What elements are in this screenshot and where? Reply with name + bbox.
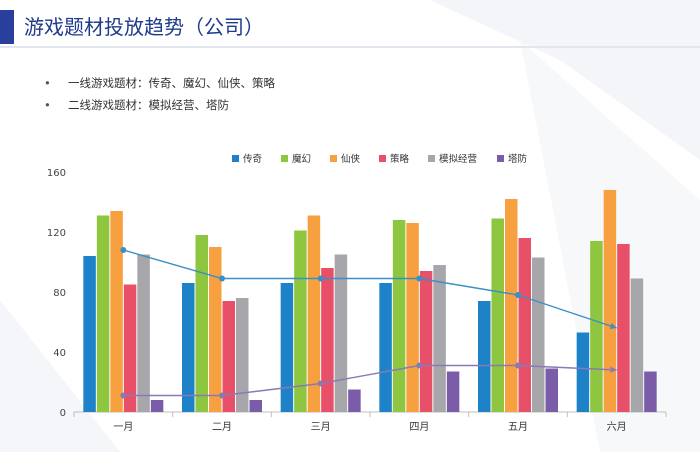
legend-swatch-0 [232, 155, 239, 162]
trend-point-0-3 [416, 275, 423, 282]
bar-策略-一月 [123, 284, 137, 412]
bar-塔防-五月 [545, 368, 558, 412]
x-tick-label-5: 六月 [607, 421, 627, 433]
bar-模拟经营-六月 [630, 278, 644, 412]
bar-仙侠-五月 [505, 199, 518, 412]
bullet-list: 一线游戏题材：传奇、魔幻、仙侠、策略 二线游戏题材：模拟经营、塔防 [44, 72, 275, 116]
legend-label-5: 塔防 [508, 153, 528, 165]
bar-传奇-二月 [182, 283, 195, 412]
trend-point-1-1 [219, 392, 225, 399]
bar-仙侠-四月 [406, 223, 419, 412]
title-divider [0, 46, 700, 48]
bar-塔防-四月 [446, 371, 460, 412]
bar-魔幻-四月 [392, 220, 406, 412]
bar-魔幻-一月 [96, 215, 110, 412]
bar-模拟经营-一月 [137, 254, 150, 412]
trend-line-1 [123, 364, 617, 397]
legend-label-3: 策略 [390, 153, 410, 165]
legend-swatch-1 [281, 155, 288, 162]
y-tick-label-2: 80 [53, 288, 66, 299]
bar-传奇-一月 [83, 256, 96, 412]
trend-point-1-2 [317, 380, 324, 387]
legend-swatch-3 [379, 155, 386, 162]
bar-塔防-六月 [644, 371, 657, 412]
trend-point-0-4 [515, 292, 521, 298]
bar-策略-二月 [222, 301, 235, 412]
legend-swatch-4 [428, 155, 435, 162]
bar-魔幻-三月 [294, 230, 307, 412]
title-accent-bar [0, 10, 14, 44]
bar-传奇-三月 [280, 283, 294, 412]
bar-塔防-二月 [249, 400, 262, 412]
bar-仙侠-二月 [209, 247, 222, 412]
bar-魔幻-二月 [195, 235, 208, 412]
x-tick-label-2: 三月 [311, 421, 331, 433]
y-tick-label-3: 120 [47, 228, 66, 239]
y-tick-label-4: 160 [47, 168, 66, 179]
bar-模拟经营-五月 [532, 257, 545, 412]
page-title: 游戏题材投放趋势（公司） [24, 15, 264, 39]
trend-arrowhead-0 [609, 323, 617, 330]
x-tick-label-4: 五月 [508, 421, 528, 433]
bar-塔防-三月 [348, 389, 361, 412]
bar-模拟经营-三月 [334, 254, 348, 412]
legend-label-0: 传奇 [243, 153, 263, 165]
bar-传奇-六月 [576, 332, 590, 412]
trend-arrowhead-1 [610, 366, 617, 373]
bar-模拟经营-四月 [433, 265, 446, 412]
trend-point-1-3 [416, 362, 423, 369]
bullet-item-second-tier: 二线游戏题材：模拟经营、塔防 [44, 94, 275, 116]
bar-传奇-五月 [478, 301, 491, 412]
bar-策略-六月 [617, 244, 630, 412]
trend-point-1-0 [120, 392, 127, 399]
y-tick-label-0: 0 [60, 408, 66, 419]
bar-策略-五月 [518, 238, 531, 412]
bar-仙侠-一月 [110, 211, 123, 412]
bar-模拟经营-二月 [236, 298, 249, 412]
bar-魔幻-六月 [590, 241, 603, 412]
bar-传奇-四月 [379, 283, 392, 412]
x-tick-label-0: 一月 [113, 421, 133, 433]
trend-point-0-0 [120, 247, 127, 253]
bar-塔防-一月 [150, 400, 164, 412]
bar-仙侠-三月 [307, 215, 321, 412]
trend-point-1-4 [515, 362, 521, 369]
bar-魔幻-五月 [491, 218, 504, 412]
bar-策略-三月 [321, 268, 334, 412]
bullet-item-first-tier: 一线游戏题材：传奇、魔幻、仙侠、策略 [44, 72, 275, 94]
legend-swatch-5 [497, 155, 504, 162]
trend-line-0 [123, 249, 617, 329]
trend-point-0-2 [317, 275, 324, 282]
legend-swatch-2 [330, 155, 337, 162]
bar-仙侠-六月 [603, 190, 617, 412]
trend-point-0-1 [219, 275, 225, 282]
legend-label-4: 模拟经营 [439, 153, 477, 165]
legend-label-1: 魔幻 [292, 153, 311, 165]
y-tick-label-1: 40 [53, 348, 66, 359]
legend-label-2: 仙侠 [341, 153, 361, 165]
x-tick-label-3: 四月 [409, 421, 429, 433]
bar-策略-四月 [419, 271, 433, 412]
x-tick-label-1: 二月 [212, 421, 232, 433]
